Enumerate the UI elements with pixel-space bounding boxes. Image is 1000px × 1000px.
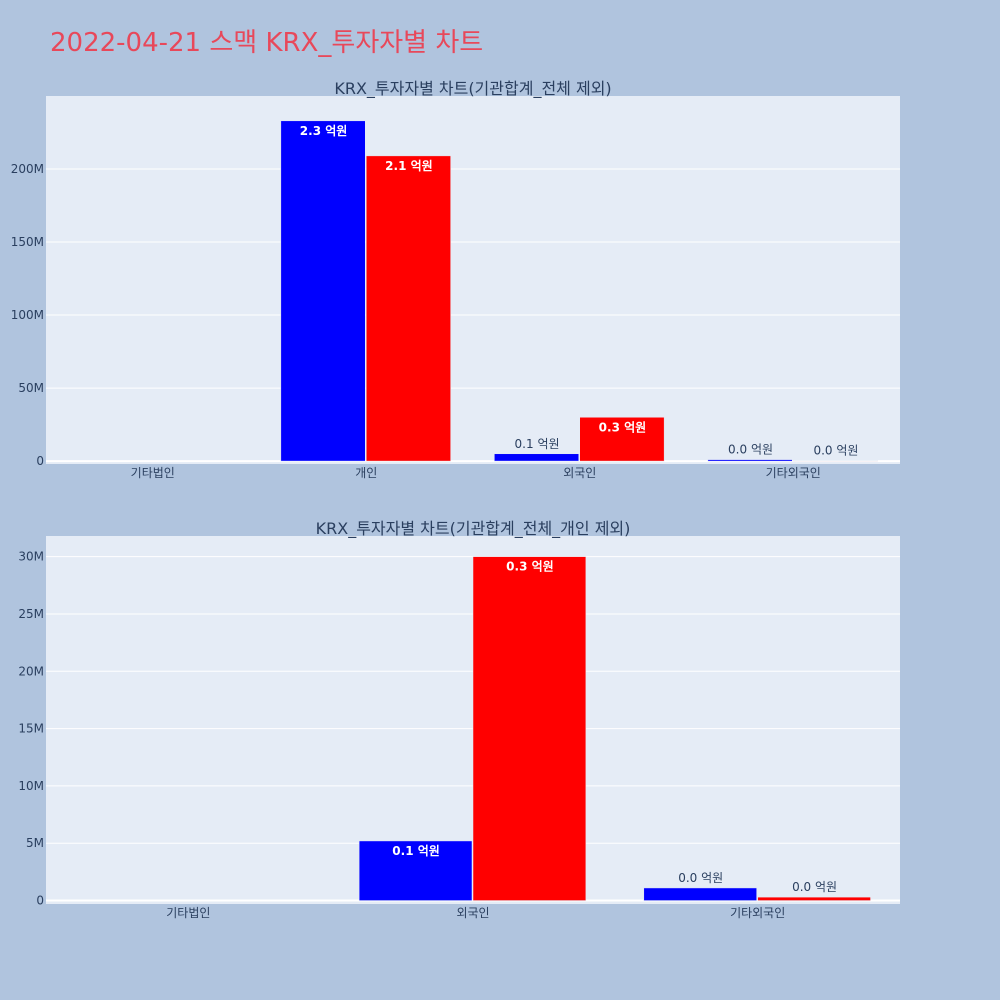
bar-data-label: 0.1 억원: [515, 437, 560, 451]
bar-data-label: 0.0 억원: [792, 880, 837, 894]
bar-data-label: 0.0 억원: [813, 444, 858, 458]
bar: [358, 840, 473, 901]
y-tick-label: 5M: [26, 836, 44, 850]
y-tick-label: 150M: [11, 235, 44, 249]
y-tick-label: 15M: [18, 722, 44, 736]
bar: [472, 556, 587, 901]
bar-data-label: 0.3 억원: [506, 560, 554, 574]
bar-data-label: 0.3 억원: [599, 420, 647, 434]
x-tick-label: 기타외국인: [766, 466, 821, 480]
bar: [757, 896, 871, 901]
bar-data-label: 0.0 억원: [678, 871, 723, 885]
y-tick-label: 10M: [18, 779, 44, 793]
x-tick-label: 개인: [355, 466, 377, 480]
bar: [366, 155, 451, 462]
chart-excl-institution-individual: KRX_투자자별 차트(기관합계_전체_개인 제외) 0 5M 10M 15M 20M 25…: [18, 519, 900, 920]
x-tick-label: 외국인: [563, 466, 596, 480]
plot-area: [46, 96, 900, 464]
bar: [707, 459, 793, 462]
y-tick-label: 30M: [18, 550, 44, 564]
y-tick-label: 25M: [18, 607, 44, 621]
x-tick-label: 외국인: [456, 906, 489, 920]
bar: [579, 417, 665, 462]
y-tick-label: 0: [36, 454, 44, 468]
chart-title: KRX_투자자별 차트(기관합계_전체_개인 제외): [316, 519, 631, 539]
bar: [280, 120, 366, 462]
bar: [643, 887, 757, 901]
x-tick-label: 기타법인: [131, 466, 175, 480]
y-tick-label: 50M: [18, 381, 44, 395]
x-tick-label: 기타법인: [166, 906, 210, 920]
bar-data-label: 2.3 억원: [300, 124, 348, 138]
y-tick-label: 200M: [11, 162, 44, 176]
chart-all-excl-institution: KRX_투자자별 차트(기관합계_전체 제외) 0 50M 100M 150M 200M 기…: [11, 79, 900, 480]
y-tick-label: 100M: [11, 308, 44, 322]
bar: [494, 453, 580, 462]
y-tick-label: 20M: [18, 664, 44, 678]
y-tick-label: 0: [36, 894, 44, 908]
bar-data-label: 0.0 억원: [728, 443, 773, 457]
bar-data-label: 2.1 억원: [385, 159, 433, 173]
page-title: 2022-04-21 스맥 KRX_투자자별 차트: [50, 28, 484, 58]
x-tick-label: 기타외국인: [730, 906, 785, 920]
bar-data-label: 0.1 억원: [392, 844, 440, 858]
chart-title: KRX_투자자별 차트(기관합계_전체 제외): [334, 79, 611, 99]
